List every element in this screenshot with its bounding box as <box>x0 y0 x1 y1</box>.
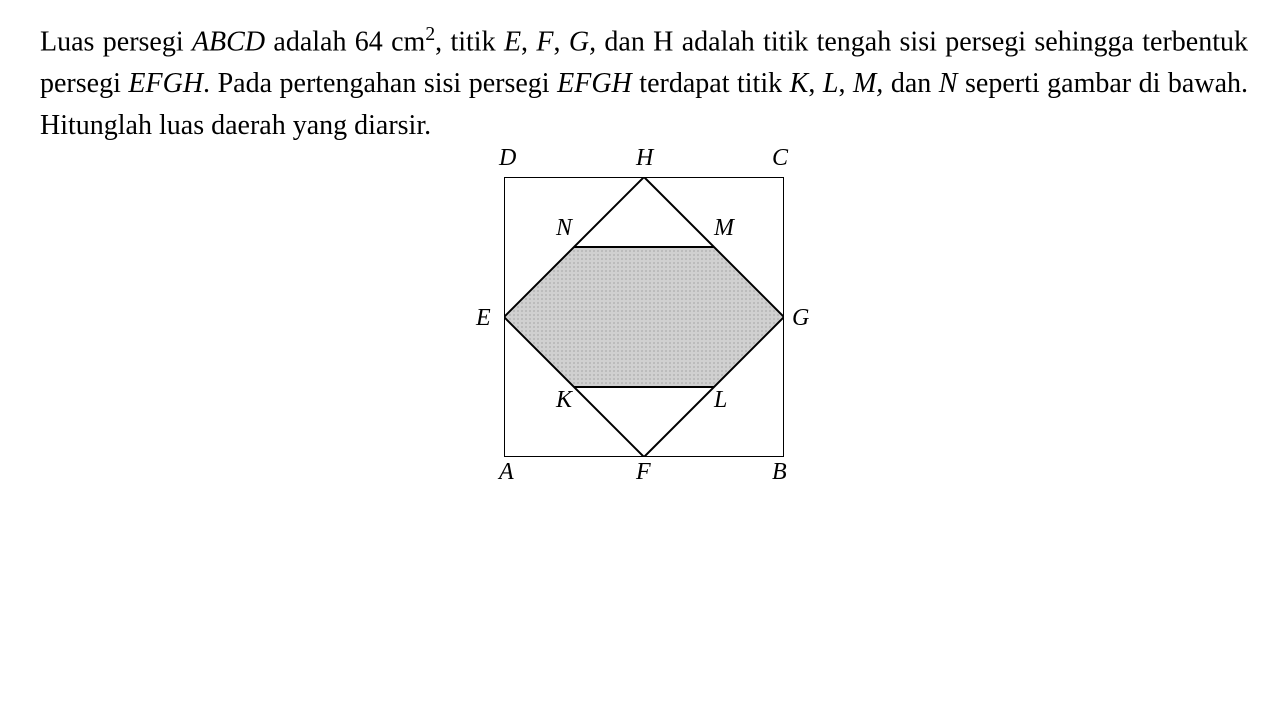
problem-statement: Luas persegi ABCD adalah 64 cm2, titik E… <box>40 20 1248 147</box>
vertex-label-n: N <box>556 215 572 242</box>
geometry-diagram: ABCDEFGHKLMN <box>504 177 784 457</box>
vertex-label-l: L <box>714 387 727 414</box>
vertex-label-d: D <box>499 145 516 172</box>
text-m: M, <box>853 68 883 99</box>
text-sup: 2 <box>425 24 435 45</box>
text-part: , <box>808 68 823 99</box>
vertex-label-b: B <box>772 459 787 486</box>
text-part: Luas persegi <box>40 26 192 57</box>
text-part: dan <box>883 68 938 99</box>
text-k: K <box>790 68 809 99</box>
vertex-label-e: E <box>476 305 491 332</box>
vertex-label-g: G <box>792 305 809 332</box>
diagram-svg <box>504 177 784 457</box>
vertex-label-f: F <box>636 459 651 486</box>
text-part: adalah 64 cm <box>265 26 425 57</box>
text-part: terdapat titik <box>632 68 790 99</box>
vertex-label-a: A <box>499 459 514 486</box>
text-e: E <box>504 26 521 57</box>
text-part: , titik <box>435 26 504 57</box>
shaded-hexagon <box>504 247 784 387</box>
text-l: L <box>823 68 839 99</box>
text-efgh2: EFGH <box>557 68 632 99</box>
vertex-label-c: C <box>772 145 788 172</box>
diagram-container: ABCDEFGHKLMN <box>40 177 1248 457</box>
vertex-label-k: K <box>556 387 572 414</box>
text-part: , <box>521 26 536 57</box>
text-part: , <box>554 26 569 57</box>
text-part: , <box>838 68 853 99</box>
text-efgh: EFGH <box>128 68 203 99</box>
text-part: . Pada pertengahan sisi persegi <box>203 68 557 99</box>
text-f: F <box>536 26 553 57</box>
vertex-label-m: M <box>714 215 734 242</box>
vertex-label-h: H <box>636 145 653 172</box>
text-abcd: ABCD <box>192 26 265 57</box>
text-g: G, <box>569 26 596 57</box>
text-n: N <box>939 68 958 99</box>
